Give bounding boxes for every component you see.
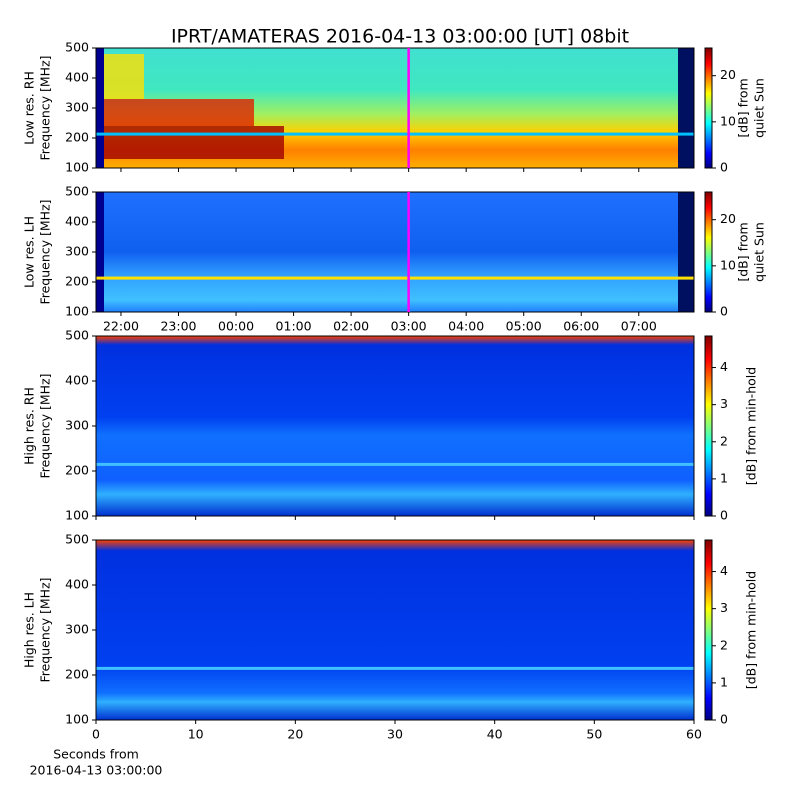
spectrogram-edge bbox=[678, 192, 694, 312]
spectrogram-feature bbox=[104, 126, 284, 159]
y-tick-label: 500 bbox=[65, 328, 89, 343]
spectrogram bbox=[96, 336, 694, 516]
y-tick-label: 200 bbox=[65, 463, 89, 478]
colorbar-tick-label: 1 bbox=[720, 674, 728, 689]
spectrogram-line bbox=[96, 276, 694, 280]
y-axis-label: Frequency [MHz] bbox=[38, 577, 53, 682]
spectrogram-line bbox=[96, 132, 694, 136]
y-axis-label: Frequency [MHz] bbox=[38, 55, 53, 160]
x-tick-label: 60 bbox=[686, 727, 702, 742]
colorbar-tick-label: 20 bbox=[720, 211, 736, 226]
y-tick-label: 300 bbox=[65, 418, 89, 433]
y-tick-label: 100 bbox=[65, 160, 89, 175]
colorbar bbox=[704, 191, 713, 313]
colorbar-label: quiet Sun bbox=[752, 222, 767, 282]
spectrogram bbox=[96, 540, 694, 720]
colorbar-tick-label: 4 bbox=[720, 359, 728, 374]
spectrogram-feature bbox=[104, 99, 254, 126]
colorbar-tick-label: 2 bbox=[720, 433, 728, 448]
x-tick-label: 03:00 bbox=[391, 319, 427, 334]
y-tick-label: 200 bbox=[65, 667, 89, 682]
y-tick-label: 400 bbox=[65, 70, 89, 85]
colorbar-tick-label: 1 bbox=[720, 470, 728, 485]
spectrogram-line bbox=[96, 462, 694, 466]
x-tick-label: 02:00 bbox=[333, 319, 369, 334]
spectrogram-line bbox=[96, 666, 694, 670]
colorbar-tick-label: 0 bbox=[720, 160, 728, 175]
y-axis-label: High res. RH bbox=[22, 387, 37, 465]
y-tick-label: 300 bbox=[65, 622, 89, 637]
colorbar bbox=[704, 335, 713, 517]
colorbar bbox=[704, 539, 713, 721]
x-tick-label: 01:00 bbox=[276, 319, 312, 334]
colorbar-tick-label: 10 bbox=[720, 113, 736, 128]
colorbar-label: [dB] from min-hold bbox=[744, 367, 759, 485]
spectrogram-edge bbox=[96, 48, 104, 168]
colorbar-tick-label: 20 bbox=[720, 67, 736, 82]
spectrogram-feature bbox=[104, 54, 144, 99]
y-tick-label: 500 bbox=[65, 40, 89, 55]
x-tick-label: 50 bbox=[586, 727, 602, 742]
x-tick-label: 10 bbox=[188, 727, 204, 742]
x-axis-label: 2016-04-13 03:00:00 bbox=[30, 763, 163, 778]
x-tick-label: 00:00 bbox=[218, 319, 254, 334]
y-tick-label: 400 bbox=[65, 577, 89, 592]
y-axis-label: Frequency [MHz] bbox=[38, 199, 53, 304]
x-tick-label: 0 bbox=[92, 727, 100, 742]
spectrogram bbox=[96, 192, 694, 312]
colorbar-tick-label: 0 bbox=[720, 712, 728, 727]
x-tick-label: 40 bbox=[487, 727, 503, 742]
x-tick-label: 20 bbox=[287, 727, 303, 742]
colorbar bbox=[704, 47, 713, 169]
colorbar-label: [dB] from bbox=[736, 222, 751, 281]
spectrogram-edge bbox=[678, 48, 694, 168]
y-tick-label: 400 bbox=[65, 214, 89, 229]
colorbar-label: quiet Sun bbox=[752, 78, 767, 138]
x-tick-label: 04:00 bbox=[448, 319, 484, 334]
y-tick-label: 500 bbox=[65, 184, 89, 199]
y-tick-label: 100 bbox=[65, 712, 89, 727]
x-tick-label: 06:00 bbox=[563, 319, 599, 334]
colorbar-label: [dB] from bbox=[736, 78, 751, 137]
y-tick-label: 100 bbox=[65, 508, 89, 523]
y-tick-label: 200 bbox=[65, 130, 89, 145]
y-tick-label: 300 bbox=[65, 100, 89, 115]
x-tick-label: 23:00 bbox=[160, 319, 196, 334]
x-axis-label: Seconds from bbox=[53, 747, 139, 762]
colorbar-tick-label: 0 bbox=[720, 304, 728, 319]
x-tick-label: 07:00 bbox=[621, 319, 657, 334]
colorbar-label: [dB] from min-hold bbox=[744, 571, 759, 689]
colorbar-tick-label: 3 bbox=[720, 600, 728, 615]
colorbar-tick-label: 3 bbox=[720, 396, 728, 411]
x-tick-label: 30 bbox=[387, 727, 403, 742]
x-tick-label: 22:00 bbox=[103, 319, 139, 334]
y-axis-label: Low res. RH bbox=[22, 71, 37, 145]
colorbar-tick-label: 4 bbox=[720, 563, 728, 578]
y-axis-label: Low res. LH bbox=[22, 216, 37, 288]
chart-title: IPRT/AMATERAS 2016-04-13 03:00:00 [UT] 0… bbox=[171, 26, 629, 48]
y-tick-label: 300 bbox=[65, 244, 89, 259]
colorbar-tick-label: 2 bbox=[720, 637, 728, 652]
y-tick-label: 500 bbox=[65, 532, 89, 547]
colorbar-tick-label: 10 bbox=[720, 257, 736, 272]
y-tick-label: 200 bbox=[65, 274, 89, 289]
x-tick-label: 05:00 bbox=[506, 319, 542, 334]
y-axis-label: Frequency [MHz] bbox=[38, 373, 53, 478]
spectrogram-edge bbox=[96, 192, 104, 312]
y-tick-label: 100 bbox=[65, 304, 89, 319]
colorbar-tick-label: 0 bbox=[720, 508, 728, 523]
y-axis-label: High res. LH bbox=[22, 592, 37, 668]
y-tick-label: 400 bbox=[65, 373, 89, 388]
